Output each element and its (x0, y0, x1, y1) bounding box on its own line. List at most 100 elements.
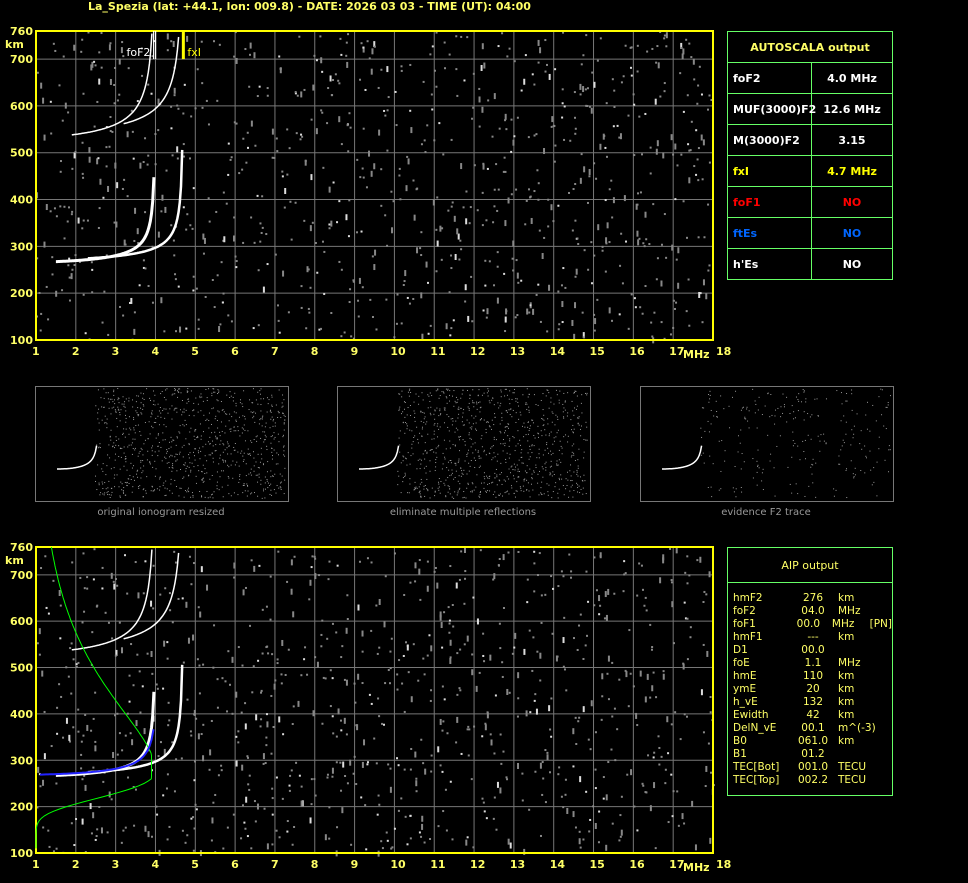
noise-point (374, 249, 377, 256)
noise-point (326, 776, 329, 779)
thumb-noise (203, 480, 205, 482)
thumb-noise (509, 403, 511, 405)
noise-point (114, 162, 117, 169)
noise-point (163, 748, 166, 755)
thumb-noise (157, 415, 159, 417)
noise-point (415, 777, 418, 780)
thumb-noise (255, 412, 257, 414)
thumb-noise (137, 486, 139, 488)
thumb-noise (558, 402, 560, 404)
noise-point (625, 671, 628, 678)
thumb-noise (154, 460, 156, 462)
noise-point (364, 88, 367, 91)
noise-point (504, 316, 507, 323)
thumb-noise (541, 493, 543, 495)
thumb-noise (104, 492, 106, 494)
noise-point (672, 299, 675, 302)
thumb-noise (421, 481, 423, 483)
thumb-noise (418, 395, 420, 397)
noise-point (653, 311, 656, 314)
noise-point (677, 282, 680, 289)
noise-point (271, 156, 274, 159)
noise-point (514, 632, 517, 639)
noise-point (81, 172, 84, 175)
noise-point (257, 324, 260, 327)
noise-point (672, 326, 675, 329)
thumb-noise (547, 491, 549, 493)
noise-point (393, 336, 396, 339)
noise-point (579, 776, 582, 783)
noise-point (449, 780, 452, 783)
thumb-noise (193, 435, 195, 437)
thumb-noise (102, 470, 104, 472)
noise-point (131, 130, 134, 133)
noise-point (508, 691, 511, 694)
thumb-noise (421, 392, 423, 394)
thumb-noise (110, 439, 112, 441)
noise-point (697, 179, 700, 182)
thumb-noise (878, 436, 880, 438)
thumb-noise (555, 389, 557, 391)
thumb-noise (130, 462, 132, 464)
thumb-noise (125, 494, 127, 496)
thumb-noise (284, 467, 286, 469)
thumb-noise (417, 442, 419, 444)
noise-point (220, 261, 223, 264)
thumb-noise (214, 431, 216, 433)
thumb-noise (174, 479, 176, 481)
noise-point (281, 639, 284, 646)
noise-point (201, 106, 204, 109)
thumb-noise (526, 472, 528, 474)
thumb-noise (548, 392, 550, 394)
x-tick-label: 16 (629, 858, 645, 871)
thumb-noise (136, 395, 138, 397)
noise-point (229, 683, 232, 686)
noise-point (703, 590, 706, 593)
param-label: h'Es (728, 249, 812, 279)
thumb-noise (545, 461, 547, 463)
thumb-noise (185, 468, 187, 470)
noise-point (564, 793, 567, 796)
thumb-noise (143, 465, 145, 467)
thumb-noise (229, 413, 231, 415)
noise-point (188, 555, 191, 558)
aip-cell: MHz (838, 605, 861, 617)
thumb-noise (123, 446, 125, 448)
noise-point (527, 136, 530, 139)
thumb-noise (147, 438, 149, 440)
thumb-noise (561, 447, 563, 449)
noise-point (415, 780, 418, 787)
thumb-noise (199, 395, 201, 397)
thumb-noise (477, 451, 479, 453)
noise-point (301, 800, 304, 807)
noise-point (191, 227, 194, 230)
noise-point (683, 713, 686, 716)
thumb-noise (425, 472, 427, 474)
noise-point (463, 602, 466, 605)
noise-point (653, 782, 656, 789)
noise-point (345, 733, 348, 736)
noise-point (406, 644, 409, 651)
noise-point (157, 755, 160, 758)
thumb-noise (159, 489, 161, 491)
thumb-noise (529, 456, 531, 458)
thumb-noise (433, 433, 435, 435)
thumb-noise (403, 401, 405, 403)
thumb-noise (475, 428, 477, 430)
thumb-noise (457, 429, 459, 431)
noise-point (195, 808, 198, 811)
thumb-noise (569, 470, 571, 472)
noise-point (328, 223, 331, 226)
x-axis-label: MHz (683, 861, 710, 874)
thumb-noise (434, 491, 436, 493)
aip-row: hmF1 --- km (733, 631, 892, 644)
noise-point (155, 805, 158, 808)
thumb-noise (261, 425, 263, 427)
noise-point (577, 242, 580, 245)
noise-point (574, 116, 577, 119)
noise-point (401, 682, 404, 685)
thumb-noise (710, 423, 712, 425)
noise-point (300, 800, 303, 807)
thumb-noise (194, 429, 196, 431)
thumb-noise (434, 470, 436, 472)
